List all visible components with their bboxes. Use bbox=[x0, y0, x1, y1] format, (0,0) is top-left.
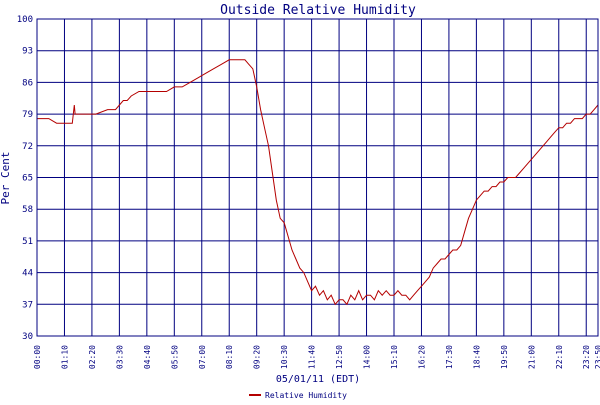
x-tick-label: 21:00 bbox=[527, 345, 536, 369]
y-tick-labels: 30 37 44 51 58 65 72 79 86 93 100 bbox=[17, 15, 33, 342]
x-tick-label: 23:20 bbox=[582, 345, 591, 369]
chart-title: Outside Relative Humidity bbox=[220, 3, 416, 18]
series-layer bbox=[37, 59, 599, 306]
x-tick-label: 02:20 bbox=[88, 345, 97, 369]
y-tick-label: 58 bbox=[22, 205, 33, 215]
x-tick-label: 04:40 bbox=[143, 345, 152, 369]
x-tick-label: 23:50 bbox=[594, 345, 600, 369]
y-tick-label: 30 bbox=[22, 332, 33, 342]
x-tick-label: 22:10 bbox=[555, 345, 564, 369]
y-tick-label: 93 bbox=[22, 47, 33, 57]
x-tick-label: 11:40 bbox=[308, 345, 317, 369]
y-tick-label: 100 bbox=[17, 15, 33, 25]
x-tick-label: 05:50 bbox=[170, 345, 179, 369]
y-tick-label: 65 bbox=[22, 174, 33, 184]
x-tick-label: 18:40 bbox=[472, 345, 481, 369]
x-tick-label: 19:50 bbox=[500, 345, 509, 369]
x-tick-label: 14:00 bbox=[363, 345, 372, 369]
y-tick-label: 37 bbox=[22, 300, 33, 310]
x-tick-label: 15:10 bbox=[390, 345, 399, 369]
x-tick-label: 16:20 bbox=[417, 345, 426, 369]
plot-frame bbox=[36, 18, 599, 337]
y-tick-label: 86 bbox=[22, 78, 33, 88]
humidity-series-line bbox=[37, 59, 599, 306]
x-tick-label: 12:50 bbox=[335, 345, 344, 369]
x-tick-label: 17:30 bbox=[445, 345, 454, 369]
y-tick-label: 51 bbox=[22, 237, 33, 247]
legend-label: Relative Humidity bbox=[265, 391, 347, 400]
x-tick-label: 09:20 bbox=[253, 345, 262, 369]
x-tick-label: 07:00 bbox=[198, 345, 207, 369]
x-tick-label: 00:00 bbox=[33, 345, 42, 369]
y-axis-label: Per Cent bbox=[0, 152, 12, 205]
x-tick-label: 08:10 bbox=[225, 345, 234, 369]
legend: Relative Humidity bbox=[249, 391, 347, 400]
x-tick-label: 03:30 bbox=[115, 345, 124, 369]
x-tick-labels: 00:00 01:10 02:20 03:30 04:40 05:50 07:00 08:10… bbox=[33, 345, 600, 369]
y-tick-label: 44 bbox=[22, 269, 33, 279]
x-axis-label: 05/01/11 (EDT) bbox=[276, 374, 360, 385]
x-tick-label: 01:10 bbox=[60, 345, 69, 369]
y-tick-label: 79 bbox=[22, 110, 33, 120]
x-tick-label: 10:30 bbox=[280, 345, 289, 369]
y-tick-label: 72 bbox=[22, 142, 33, 152]
